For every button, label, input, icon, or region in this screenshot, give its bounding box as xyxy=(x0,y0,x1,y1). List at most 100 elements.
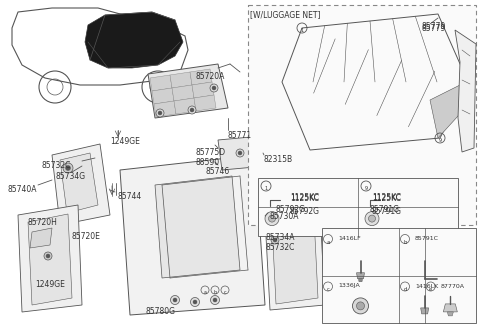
Text: c: c xyxy=(326,287,329,292)
Polygon shape xyxy=(192,82,214,98)
Polygon shape xyxy=(52,144,110,225)
Polygon shape xyxy=(190,69,212,85)
Text: 85740A: 85740A xyxy=(8,185,37,194)
Polygon shape xyxy=(174,98,196,114)
FancyBboxPatch shape xyxy=(258,178,458,236)
Polygon shape xyxy=(430,82,468,138)
Polygon shape xyxy=(359,279,362,282)
Text: 1416LF: 1416LF xyxy=(338,236,361,241)
Text: 85791G: 85791G xyxy=(372,207,402,216)
Text: 85780G: 85780G xyxy=(145,307,175,316)
Polygon shape xyxy=(172,85,194,101)
FancyBboxPatch shape xyxy=(322,228,476,323)
Text: 1125KC: 1125KC xyxy=(290,194,319,203)
Text: 1416LK: 1416LK xyxy=(415,284,438,289)
Circle shape xyxy=(158,111,162,115)
Circle shape xyxy=(212,86,216,90)
Polygon shape xyxy=(218,136,266,170)
Text: 9: 9 xyxy=(439,139,442,143)
Text: 1: 1 xyxy=(300,29,303,34)
Polygon shape xyxy=(150,75,172,91)
Text: d: d xyxy=(403,287,407,292)
Text: a: a xyxy=(326,240,330,244)
Text: 85791C: 85791C xyxy=(415,236,439,241)
Text: 85744: 85744 xyxy=(118,192,142,201)
Text: 1125KC: 1125KC xyxy=(372,193,401,202)
Polygon shape xyxy=(357,273,364,279)
Circle shape xyxy=(265,212,279,226)
Text: 85779: 85779 xyxy=(422,24,446,33)
Text: 1249GE: 1249GE xyxy=(35,280,65,289)
Circle shape xyxy=(193,300,197,304)
Text: c: c xyxy=(224,291,226,295)
Polygon shape xyxy=(444,304,457,312)
Polygon shape xyxy=(447,312,453,316)
Text: 85775D: 85775D xyxy=(196,148,226,157)
Text: 85792G: 85792G xyxy=(276,205,306,214)
Polygon shape xyxy=(152,88,174,104)
Polygon shape xyxy=(272,217,318,304)
Circle shape xyxy=(238,151,242,155)
Text: 85791G: 85791G xyxy=(369,205,399,214)
Circle shape xyxy=(63,163,73,173)
Polygon shape xyxy=(30,228,52,248)
Circle shape xyxy=(352,298,369,314)
Circle shape xyxy=(170,295,180,305)
Text: 87770A: 87770A xyxy=(441,284,465,289)
Circle shape xyxy=(156,109,164,117)
Polygon shape xyxy=(60,153,98,213)
Text: 1125KC: 1125KC xyxy=(372,194,401,203)
Circle shape xyxy=(65,165,71,170)
Circle shape xyxy=(46,254,50,258)
Polygon shape xyxy=(155,176,240,278)
Circle shape xyxy=(365,212,379,226)
Text: 85720E: 85720E xyxy=(72,232,101,241)
Text: 85732C: 85732C xyxy=(42,161,72,170)
Circle shape xyxy=(357,302,364,310)
Circle shape xyxy=(268,215,276,222)
Polygon shape xyxy=(170,72,192,88)
Text: 85779: 85779 xyxy=(422,22,446,31)
Text: a: a xyxy=(204,291,206,295)
Circle shape xyxy=(44,252,52,260)
Polygon shape xyxy=(28,214,72,305)
Polygon shape xyxy=(420,308,429,314)
FancyBboxPatch shape xyxy=(248,5,476,225)
Circle shape xyxy=(271,236,279,244)
Circle shape xyxy=(188,106,196,114)
Polygon shape xyxy=(194,95,216,111)
Circle shape xyxy=(236,149,244,157)
Text: b: b xyxy=(214,291,216,295)
Text: 82315B: 82315B xyxy=(263,155,292,164)
Text: 9: 9 xyxy=(364,187,368,191)
Text: 85730A: 85730A xyxy=(270,212,300,221)
Text: b: b xyxy=(403,240,407,244)
Polygon shape xyxy=(154,101,176,117)
Circle shape xyxy=(369,215,375,222)
Circle shape xyxy=(191,297,200,307)
Circle shape xyxy=(210,84,218,92)
Polygon shape xyxy=(265,210,325,310)
Circle shape xyxy=(273,238,277,242)
Text: 1249GE: 1249GE xyxy=(110,137,140,146)
Text: 85720H: 85720H xyxy=(28,218,58,227)
Text: 1: 1 xyxy=(264,187,267,191)
Text: 88590: 88590 xyxy=(196,158,220,167)
Text: 85720A: 85720A xyxy=(195,72,224,81)
Circle shape xyxy=(190,108,194,112)
Text: 1125KC: 1125KC xyxy=(290,193,319,202)
Text: 85732C: 85732C xyxy=(265,243,294,252)
Polygon shape xyxy=(455,30,476,152)
Text: 85734A: 85734A xyxy=(265,233,295,242)
Text: 85792G: 85792G xyxy=(290,207,320,216)
Polygon shape xyxy=(120,155,265,315)
Circle shape xyxy=(211,295,219,305)
Text: [W/LUGGAGE NET]: [W/LUGGAGE NET] xyxy=(250,10,321,19)
Polygon shape xyxy=(148,64,228,118)
Circle shape xyxy=(213,298,217,302)
Polygon shape xyxy=(18,205,82,312)
Circle shape xyxy=(173,298,177,302)
Text: 85734G: 85734G xyxy=(55,172,85,181)
Text: 1336JA: 1336JA xyxy=(338,284,360,289)
Text: e: e xyxy=(429,287,432,292)
